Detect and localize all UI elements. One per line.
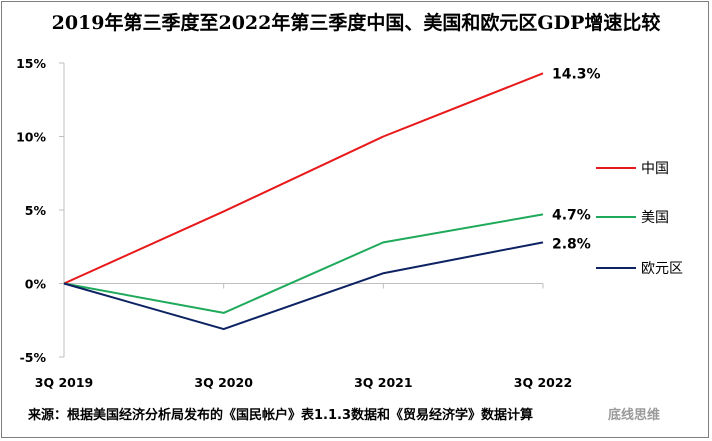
series-line-1 xyxy=(63,213,544,314)
y-tick-label: -5% xyxy=(20,350,47,365)
legend-label: 美国 xyxy=(641,210,669,226)
x-tick-label: 3Q 2019 xyxy=(35,375,93,390)
x-tick-label: 3Q 2020 xyxy=(194,375,253,390)
data-labels: 14.3% 4.7% 2.8% xyxy=(552,66,601,252)
end-value-label: 2.8% xyxy=(552,236,591,252)
y-tick-label: 5% xyxy=(25,203,47,218)
legend-label: 欧元区 xyxy=(641,261,683,277)
y-tick-label: 10% xyxy=(16,130,46,145)
end-value-label: 4.7% xyxy=(552,207,591,223)
y-tick-label: 15% xyxy=(16,56,46,71)
x-tick-label: 3Q 2021 xyxy=(354,375,412,390)
end-value-label: 14.3% xyxy=(552,66,601,82)
source-note: 来源：根据美国经济分析局发布的《国民帐户》表1.1.3数据和《贸易经济学》数据计… xyxy=(28,408,534,423)
series-line-2 xyxy=(63,241,544,331)
series-layer xyxy=(63,72,544,331)
legend-label: 中国 xyxy=(641,161,669,177)
y-tick-label: 0% xyxy=(25,277,47,292)
series-line-0 xyxy=(63,72,544,285)
chart-axes: -5% 0% 5% 10% 15% 3Q 2019 3Q 2020 3Q 2021 3Q 202… xyxy=(16,56,572,390)
x-tick-label: 3Q 2022 xyxy=(514,375,572,390)
watermark: 底线思维 xyxy=(608,408,661,423)
chart-title: 2019年第三季度至2022年第三季度中国、美国和欧元区GDP增速比较 xyxy=(51,12,661,34)
